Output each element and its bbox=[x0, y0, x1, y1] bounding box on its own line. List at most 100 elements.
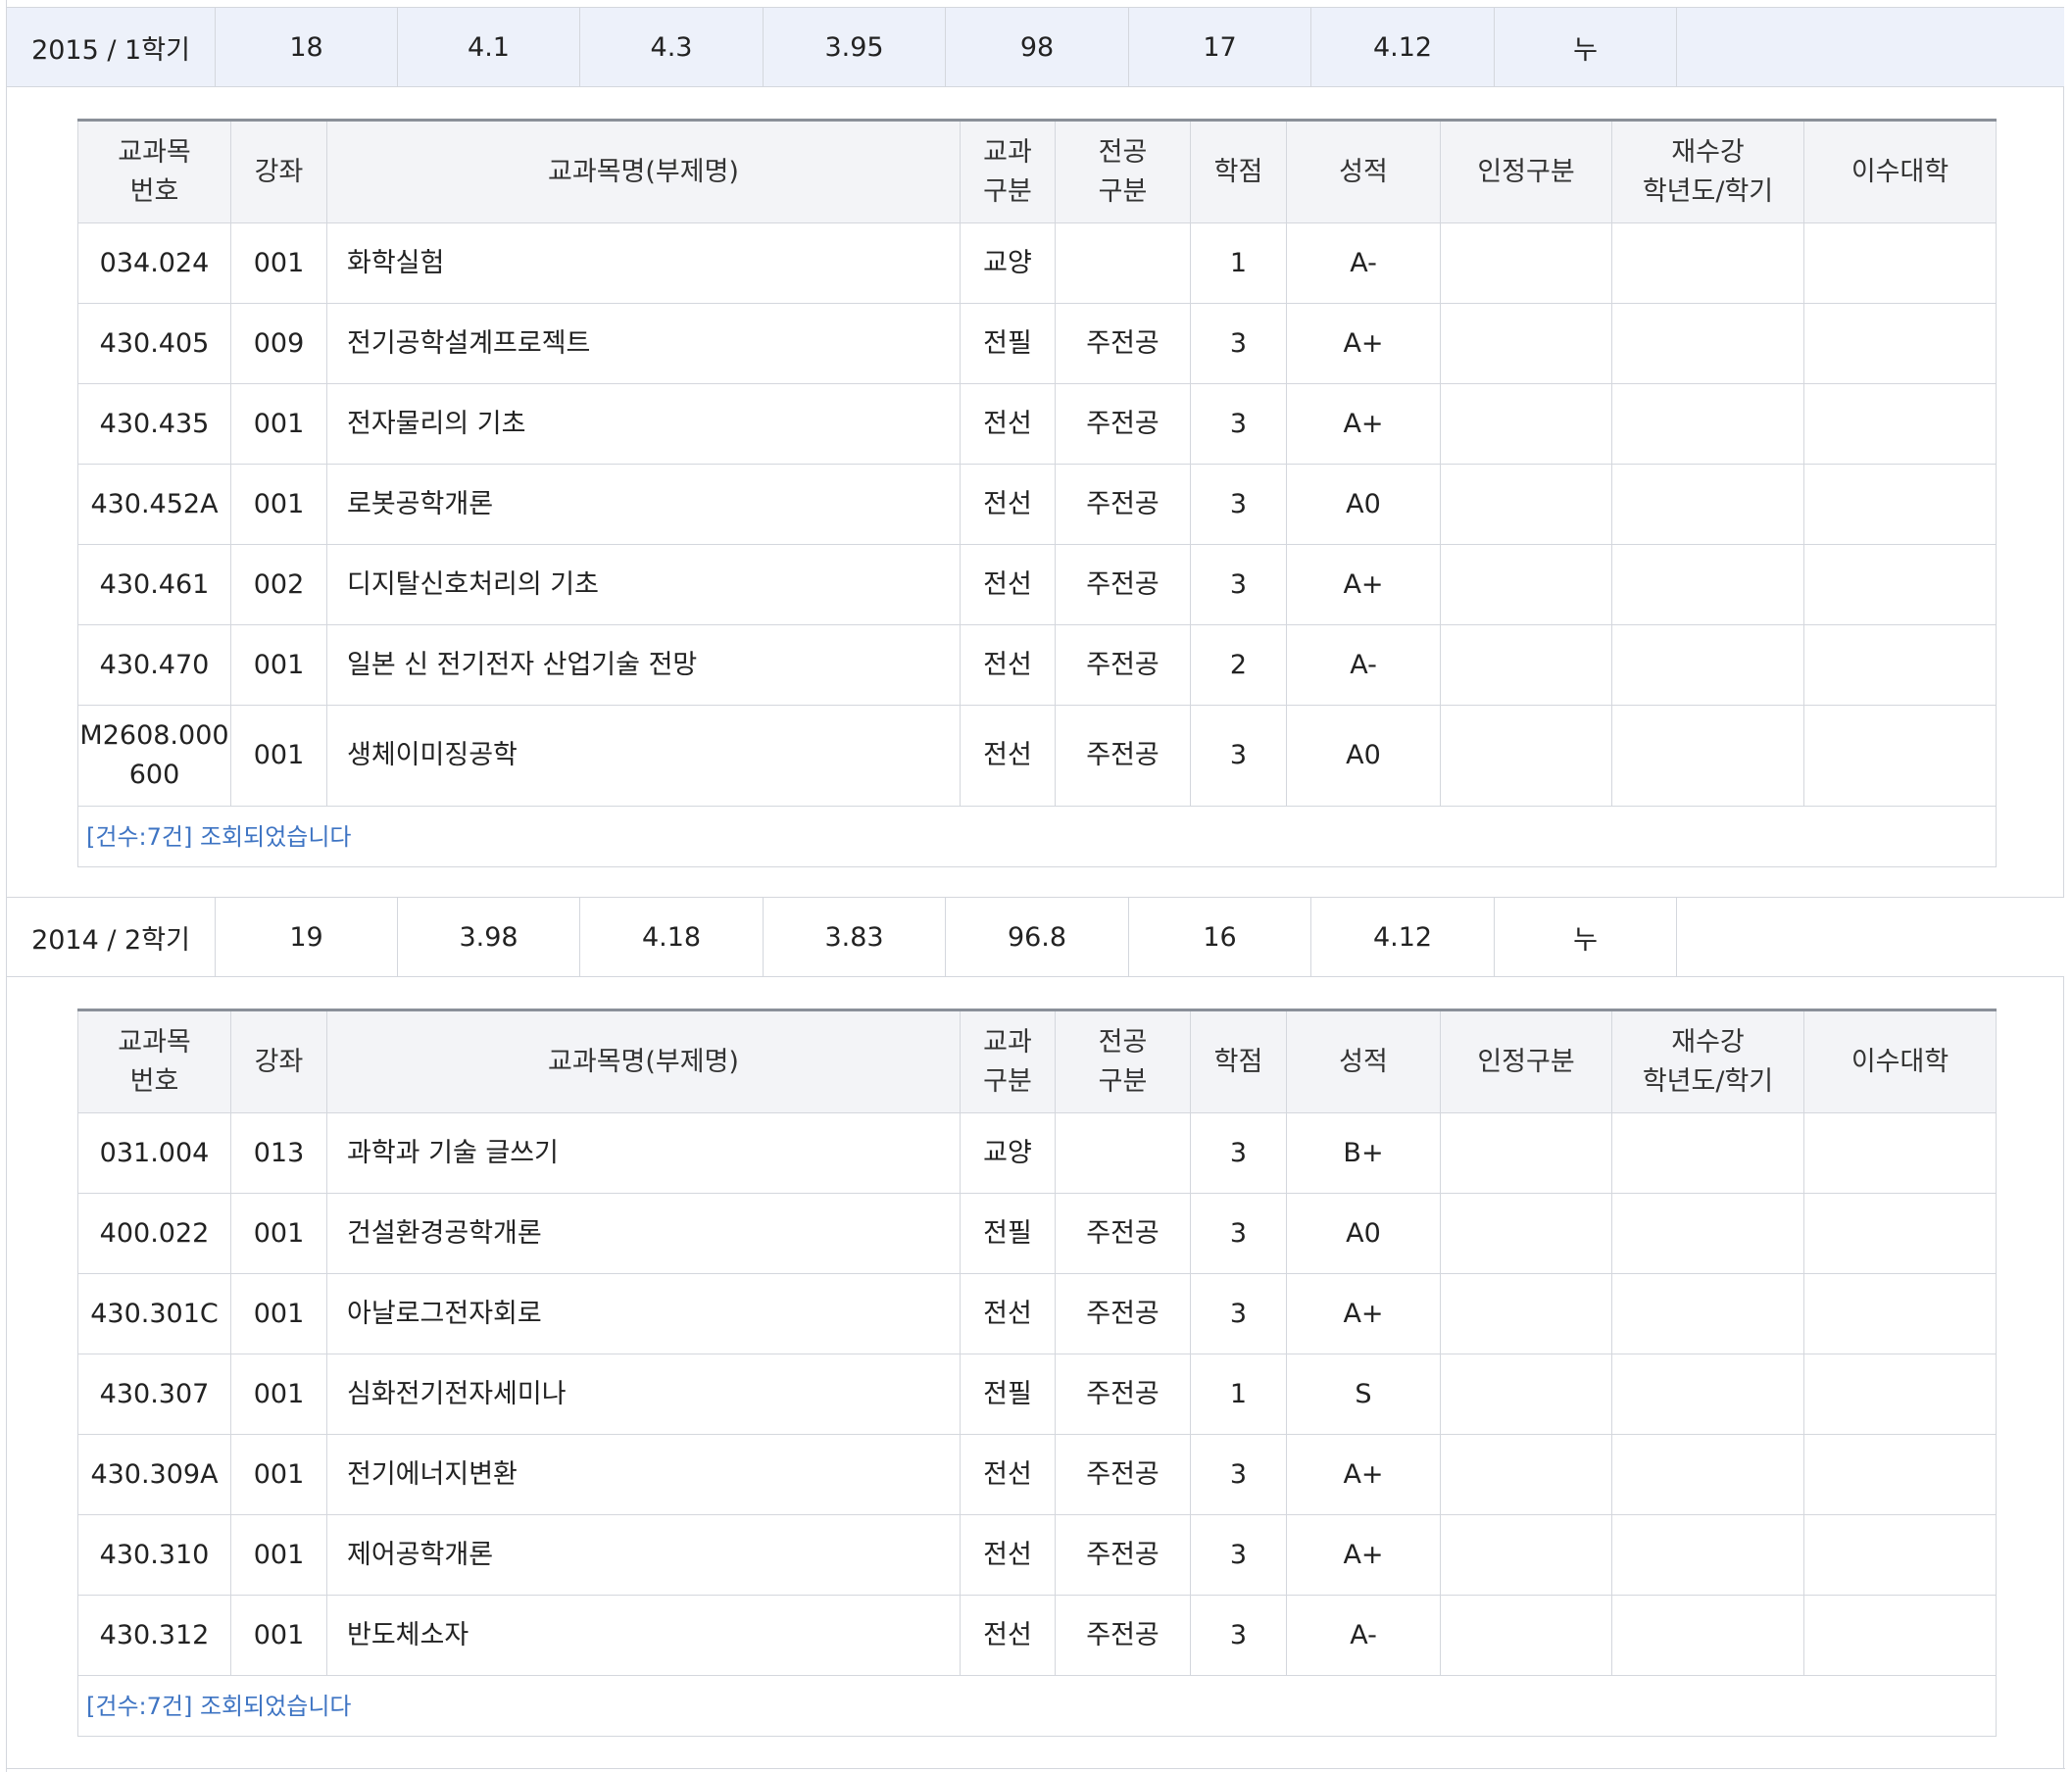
column-header-credits[interactable]: 학점 bbox=[1190, 1009, 1287, 1113]
table-row[interactable]: 031.004 013 과학과 기술 글쓰기 교양 3 B+ bbox=[77, 1112, 1997, 1194]
credits-cell: 1 bbox=[1190, 222, 1287, 304]
table-row[interactable]: 430.301C 001 아날로그전자회로 전선 주전공 3 A+ bbox=[77, 1273, 1997, 1354]
course-category-cell: 전선 bbox=[960, 1595, 1056, 1676]
course-category-cell: 전선 bbox=[960, 544, 1056, 625]
credits-cell: 3 bbox=[1190, 1112, 1287, 1194]
course-number-cell: 430.405 bbox=[77, 303, 231, 384]
grade-cell: A+ bbox=[1286, 1273, 1441, 1354]
table-row[interactable]: 430.307 001 심화전기전자세미나 전필 주전공 1 S bbox=[77, 1354, 1997, 1435]
course-name-cell: 전기공학설계프로젝트 bbox=[326, 303, 961, 384]
column-header-course-category[interactable]: 교과 구분 bbox=[960, 119, 1056, 223]
retake-term-cell bbox=[1611, 1514, 1804, 1596]
retake-term-cell bbox=[1611, 1354, 1804, 1435]
column-header-retake-term[interactable]: 재수강 학년도/학기 bbox=[1611, 119, 1804, 223]
major-type-cell: 주전공 bbox=[1055, 383, 1191, 465]
retake-term-cell bbox=[1611, 705, 1804, 807]
major-type-cell: 주전공 bbox=[1055, 1273, 1191, 1354]
course-number-cell: 031.004 bbox=[77, 1112, 231, 1194]
section-cell: 013 bbox=[230, 1112, 327, 1194]
table-row[interactable]: 430.309A 001 전기에너지변환 전선 주전공 3 A+ bbox=[77, 1434, 1997, 1515]
column-header-major-type[interactable]: 전공 구분 bbox=[1055, 119, 1191, 223]
summary-cell: 17 bbox=[1129, 8, 1311, 86]
credits-cell: 3 bbox=[1190, 383, 1287, 465]
course-category-cell: 전필 bbox=[960, 303, 1056, 384]
column-header-course-category[interactable]: 교과 구분 bbox=[960, 1009, 1056, 1113]
major-type-cell: 주전공 bbox=[1055, 1434, 1191, 1515]
table-row[interactable]: 430.435 001 전자물리의 기초 전선 주전공 3 A+ bbox=[77, 383, 1997, 465]
major-type-cell: 주전공 bbox=[1055, 464, 1191, 545]
table-row[interactable]: 430.312 001 반도체소자 전선 주전공 3 A- bbox=[77, 1595, 1997, 1676]
column-header-retake-term[interactable]: 재수강 학년도/학기 bbox=[1611, 1009, 1804, 1113]
major-type-cell: 주전공 bbox=[1055, 544, 1191, 625]
major-type-cell: 주전공 bbox=[1055, 1514, 1191, 1596]
recognition-cell bbox=[1440, 1514, 1612, 1596]
credits-cell: 1 bbox=[1190, 1354, 1287, 1435]
column-header-course-name[interactable]: 교과목명(부제명) bbox=[326, 119, 961, 223]
summary-cell bbox=[1677, 8, 2064, 86]
table-row[interactable]: 034.024 001 화학실험 교양 1 A- bbox=[77, 222, 1997, 304]
course-number-cell: M2608.000 600 bbox=[77, 705, 231, 807]
course-number-cell: 430.470 bbox=[77, 624, 231, 706]
course-name-cell: 아날로그전자회로 bbox=[326, 1273, 961, 1354]
column-header-course-number[interactable]: 교과목 번호 bbox=[77, 119, 231, 223]
section-cell: 001 bbox=[230, 464, 327, 545]
retake-term-cell bbox=[1611, 1434, 1804, 1515]
column-header-section[interactable]: 강좌 bbox=[230, 1009, 327, 1113]
college-cell bbox=[1803, 1112, 1997, 1194]
column-header-section[interactable]: 강좌 bbox=[230, 119, 327, 223]
recognition-cell bbox=[1440, 1112, 1612, 1194]
course-number-cell: 430.461 bbox=[77, 544, 231, 625]
column-header-college[interactable]: 이수대학 bbox=[1803, 119, 1997, 223]
table-row[interactable]: 430.470 001 일본 신 전기전자 산업기술 전망 전선 주전공 2 A- bbox=[77, 624, 1997, 706]
grade-cell: A+ bbox=[1286, 303, 1441, 384]
summary-cell: 98 bbox=[946, 8, 1129, 86]
course-name-cell: 심화전기전자세미나 bbox=[326, 1354, 961, 1435]
table-row[interactable]: 430.405 009 전기공학설계프로젝트 전필 주전공 3 A+ bbox=[77, 303, 1997, 384]
result-count-row: [건수:7건] 조회되었습니다 bbox=[77, 806, 1997, 867]
column-header-credits[interactable]: 학점 bbox=[1190, 119, 1287, 223]
table-row[interactable]: 400.022 001 건설환경공학개론 전필 주전공 3 A0 bbox=[77, 1193, 1997, 1274]
table-row[interactable]: 430.452A 001 로봇공학개론 전선 주전공 3 A0 bbox=[77, 464, 1997, 545]
semester-2014-2-detail-panel: 교과목 번호 강좌 교과목명(부제명) 교과 구분 전공 구분 학점 성적 인정구분 재수강 학… bbox=[6, 977, 2064, 1769]
grade-cell: A+ bbox=[1286, 1514, 1441, 1596]
summary-cell: 4.3 bbox=[580, 8, 764, 86]
retake-term-cell bbox=[1611, 1193, 1804, 1274]
major-type-cell: 주전공 bbox=[1055, 705, 1191, 807]
course-category-cell: 전선 bbox=[960, 1514, 1056, 1596]
result-count-text: [건수:7건] 조회되었습니다 bbox=[77, 1675, 1997, 1737]
column-header-recognition[interactable]: 인정구분 bbox=[1440, 1009, 1612, 1113]
course-number-cell: 400.022 bbox=[77, 1193, 231, 1274]
course-name-cell: 로봇공학개론 bbox=[326, 464, 961, 545]
major-type-cell: 주전공 bbox=[1055, 303, 1191, 384]
semester-2015-1-summary-row[interactable]: 2015 / 1학기 18 4.1 4.3 3.95 98 17 4.12 누 bbox=[6, 7, 2064, 87]
retake-term-cell bbox=[1611, 222, 1804, 304]
semester-2014-2-summary-row[interactable]: 2014 / 2학기 19 3.98 4.18 3.83 96.8 16 4.12 누 bbox=[6, 897, 2064, 977]
table-row[interactable]: 430.461 002 디지탈신호처리의 기초 전선 주전공 3 A+ bbox=[77, 544, 1997, 625]
column-header-college[interactable]: 이수대학 bbox=[1803, 1009, 1997, 1113]
section-cell: 002 bbox=[230, 544, 327, 625]
course-number-cell: 430.312 bbox=[77, 1595, 231, 1676]
column-header-recognition[interactable]: 인정구분 bbox=[1440, 119, 1612, 223]
result-count-text: [건수:7건] 조회되었습니다 bbox=[77, 806, 1997, 867]
recognition-cell bbox=[1440, 303, 1612, 384]
summary-cell: 4.1 bbox=[398, 8, 580, 86]
college-cell bbox=[1803, 544, 1997, 625]
course-number-cell: 430.307 bbox=[77, 1354, 231, 1435]
table-row[interactable]: 430.310 001 제어공학개론 전선 주전공 3 A+ bbox=[77, 1514, 1997, 1596]
recognition-cell bbox=[1440, 222, 1612, 304]
table-row[interactable]: M2608.000 600 001 생체이미징공학 전선 주전공 3 A0 bbox=[77, 705, 1997, 807]
retake-term-cell bbox=[1611, 624, 1804, 706]
major-type-cell: 주전공 bbox=[1055, 1193, 1191, 1274]
column-header-major-type[interactable]: 전공 구분 bbox=[1055, 1009, 1191, 1113]
credits-cell: 3 bbox=[1190, 464, 1287, 545]
college-cell bbox=[1803, 1434, 1997, 1515]
summary-cell: 4.12 bbox=[1311, 8, 1495, 86]
column-header-grade[interactable]: 성적 bbox=[1286, 119, 1441, 223]
college-cell bbox=[1803, 705, 1997, 807]
column-header-course-name[interactable]: 교과목명(부제명) bbox=[326, 1009, 961, 1113]
column-header-grade[interactable]: 성적 bbox=[1286, 1009, 1441, 1113]
course-category-cell: 교양 bbox=[960, 1112, 1056, 1194]
column-header-course-number[interactable]: 교과목 번호 bbox=[77, 1009, 231, 1113]
college-cell bbox=[1803, 303, 1997, 384]
